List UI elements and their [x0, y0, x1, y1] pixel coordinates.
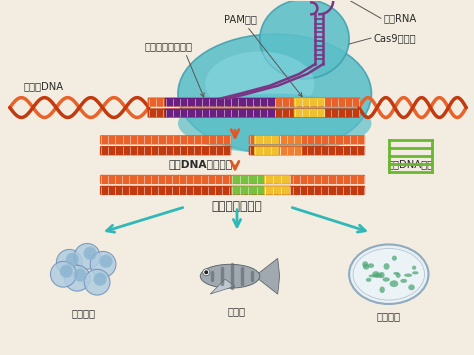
- Ellipse shape: [390, 280, 398, 287]
- Ellipse shape: [50, 261, 76, 287]
- Ellipse shape: [362, 261, 368, 267]
- Ellipse shape: [178, 94, 372, 153]
- FancyBboxPatch shape: [294, 109, 325, 117]
- Text: 双链DNA断裂修复: 双链DNA断裂修复: [168, 159, 232, 169]
- Ellipse shape: [205, 51, 314, 116]
- Text: PAM序列: PAM序列: [224, 14, 256, 24]
- Ellipse shape: [84, 269, 110, 295]
- FancyBboxPatch shape: [100, 175, 365, 184]
- Ellipse shape: [368, 263, 374, 268]
- Ellipse shape: [90, 251, 116, 277]
- Ellipse shape: [412, 271, 419, 274]
- Ellipse shape: [178, 34, 372, 153]
- Polygon shape: [210, 279, 235, 294]
- Text: 细菌细胞: 细菌细胞: [377, 311, 401, 321]
- FancyBboxPatch shape: [147, 108, 360, 118]
- FancyBboxPatch shape: [100, 146, 231, 155]
- Ellipse shape: [383, 277, 390, 282]
- FancyBboxPatch shape: [264, 186, 291, 195]
- Ellipse shape: [66, 253, 79, 266]
- Ellipse shape: [374, 273, 382, 278]
- FancyBboxPatch shape: [165, 109, 275, 117]
- FancyBboxPatch shape: [100, 186, 365, 195]
- Ellipse shape: [94, 273, 107, 286]
- Text: Cas9内切酶: Cas9内切酶: [374, 33, 417, 43]
- Ellipse shape: [56, 250, 82, 275]
- Ellipse shape: [260, 0, 349, 79]
- Ellipse shape: [404, 273, 412, 277]
- FancyBboxPatch shape: [254, 136, 281, 144]
- Ellipse shape: [408, 284, 415, 290]
- FancyBboxPatch shape: [100, 135, 231, 144]
- Text: 斑马鱼: 斑马鱼: [228, 306, 246, 316]
- Ellipse shape: [383, 263, 390, 270]
- FancyBboxPatch shape: [294, 98, 325, 106]
- Ellipse shape: [60, 265, 73, 278]
- Ellipse shape: [412, 266, 416, 270]
- Ellipse shape: [393, 272, 399, 275]
- FancyBboxPatch shape: [279, 147, 302, 155]
- Text: 人体细胞: 人体细胞: [71, 308, 95, 318]
- FancyBboxPatch shape: [264, 175, 291, 184]
- Text: 基因组DNA: 基因组DNA: [24, 81, 64, 91]
- FancyBboxPatch shape: [231, 186, 265, 195]
- Ellipse shape: [372, 271, 380, 277]
- Text: 基因组靶向修饰: 基因组靶向修饰: [211, 200, 263, 213]
- Ellipse shape: [401, 279, 407, 283]
- Ellipse shape: [396, 273, 401, 278]
- Polygon shape: [255, 258, 280, 294]
- Text: 供体DNA分子: 供体DNA分子: [388, 159, 434, 169]
- Ellipse shape: [363, 264, 369, 270]
- Ellipse shape: [201, 264, 260, 288]
- Ellipse shape: [379, 272, 384, 278]
- Ellipse shape: [203, 269, 210, 276]
- Ellipse shape: [64, 265, 90, 291]
- FancyBboxPatch shape: [249, 135, 365, 144]
- Ellipse shape: [100, 255, 112, 268]
- Ellipse shape: [74, 244, 100, 269]
- Ellipse shape: [366, 278, 372, 282]
- Ellipse shape: [204, 270, 208, 274]
- Ellipse shape: [369, 274, 377, 278]
- FancyBboxPatch shape: [231, 175, 265, 184]
- Ellipse shape: [380, 286, 385, 293]
- FancyBboxPatch shape: [147, 97, 360, 107]
- Text: 与基因组序列匹配: 与基因组序列匹配: [145, 41, 192, 51]
- Ellipse shape: [349, 245, 428, 304]
- Ellipse shape: [74, 269, 87, 282]
- Ellipse shape: [353, 248, 425, 300]
- Ellipse shape: [392, 256, 397, 261]
- FancyBboxPatch shape: [254, 147, 281, 155]
- Ellipse shape: [84, 247, 97, 260]
- FancyBboxPatch shape: [249, 146, 365, 155]
- FancyBboxPatch shape: [165, 98, 275, 106]
- Text: 向导RNA: 向导RNA: [384, 13, 417, 23]
- FancyBboxPatch shape: [279, 136, 302, 144]
